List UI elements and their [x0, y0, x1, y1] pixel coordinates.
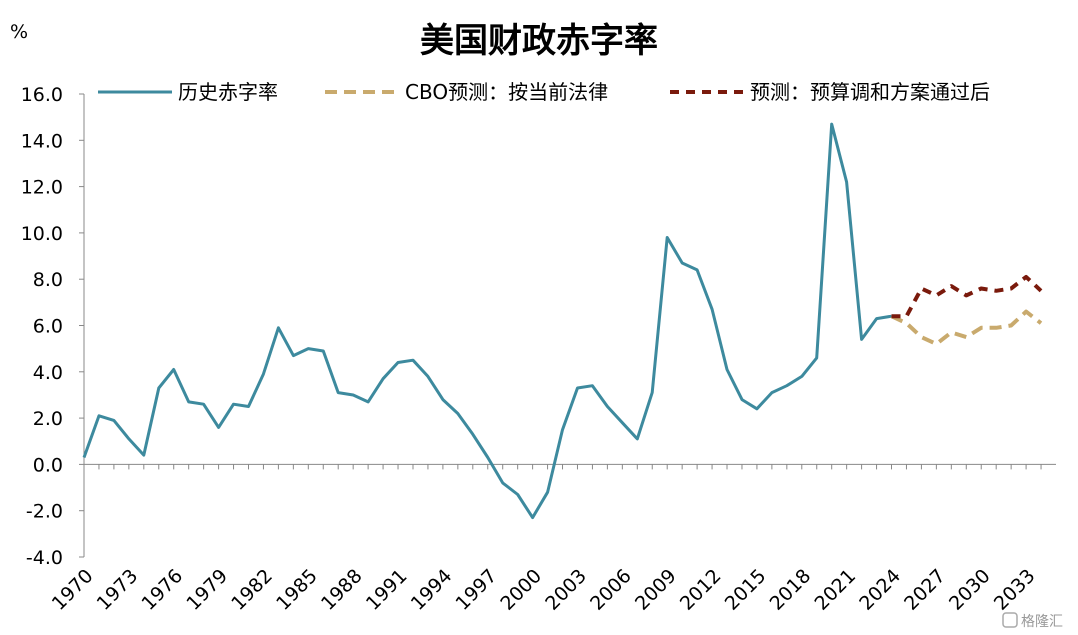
x-tick-label: 1985 [272, 565, 322, 615]
legend-label-3: 预测：预算调和方案通过后 [750, 80, 990, 104]
y-tick-label: 4.0 [33, 362, 63, 384]
y-tick-label: 10.0 [21, 223, 63, 245]
y-tick-label: 2.0 [33, 408, 63, 430]
x-tick-label: 2009 [631, 565, 681, 615]
x-tick-label: 2003 [541, 565, 591, 615]
x-tick-label: 2000 [496, 565, 546, 615]
y-tick-label: 8.0 [33, 269, 63, 291]
legend-label-1: 历史赤字率 [178, 80, 278, 104]
x-tick-label: 2033 [990, 565, 1040, 615]
x-tick-label: 1970 [48, 565, 98, 615]
y-axis-unit-label: % [10, 21, 28, 43]
series-line-1 [82, 122, 892, 520]
legend: 历史赤字率 CBO预测：按当前法律 预测：预算调和方案通过后 [98, 80, 990, 104]
y-tick-label: 16.0 [21, 84, 63, 106]
y-tick-label: -4.0 [26, 547, 63, 569]
x-tick-label: 2006 [586, 565, 636, 615]
x-tick-label: 2012 [676, 565, 726, 615]
series-group [82, 122, 1043, 520]
watermark-logo-icon [1002, 612, 1018, 628]
x-tick-label: 1988 [317, 565, 367, 615]
x-tick-label: 2027 [900, 565, 950, 615]
x-tick-label: 1976 [138, 565, 188, 615]
y-tick-label: 14.0 [21, 130, 63, 152]
y-tick-label: 0.0 [33, 454, 63, 476]
x-tick-label: 1982 [227, 565, 277, 615]
x-tick-label: 2015 [721, 565, 771, 615]
x-tick-label: 1973 [93, 565, 143, 615]
y-tick-label: -2.0 [26, 501, 63, 523]
x-tick-label: 1997 [452, 565, 502, 615]
y-axis: 16.0 14.0 12.0 10.0 8.0 6.0 4.0 2.0 0.0 -2.0 -4.0 [21, 84, 85, 569]
watermark-text: 格隆汇 [1021, 614, 1063, 630]
series-line-2 [890, 309, 1043, 346]
x-tick-label: 1979 [182, 565, 232, 615]
legend-label-2: CBO预测：按当前法律 [405, 80, 608, 104]
x-tick-label: 2024 [855, 565, 905, 615]
x-tick-label: 2021 [810, 565, 860, 615]
x-tick-label: 2030 [945, 565, 995, 615]
x-tick-label: 2018 [766, 565, 816, 615]
x-tick-label: 1991 [362, 565, 412, 615]
x-axis: 1970197319761979198219851988199119941997… [48, 463, 1056, 615]
series-line-3 [891, 274, 1043, 319]
x-tick-label: 1994 [407, 565, 457, 615]
chart-title: 美国财政赤字率 [420, 21, 658, 61]
watermark: 格隆汇 [1002, 612, 1063, 630]
y-tick-label: 12.0 [21, 177, 63, 199]
y-tick-label: 6.0 [33, 316, 63, 338]
